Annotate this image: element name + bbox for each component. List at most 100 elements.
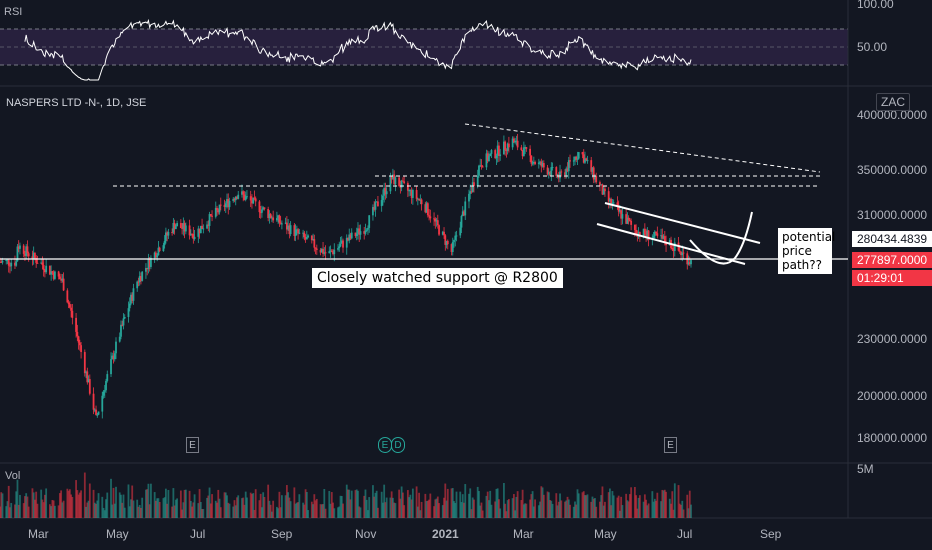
candle-body (191, 233, 193, 235)
candle-body (162, 245, 165, 252)
candle-body (643, 228, 646, 235)
earnings-marker[interactable]: E (378, 437, 392, 453)
volume-bar (372, 485, 374, 518)
volume-bar (673, 483, 676, 518)
candle-body (455, 235, 458, 237)
candle-body (294, 229, 297, 236)
time-axis[interactable]: Mar May Jul Sep Nov 2021 Mar May Jul Sep (28, 527, 782, 541)
volume-bar (602, 505, 605, 518)
candle-body (434, 218, 437, 222)
volume-bar (549, 500, 551, 518)
volume-bar (619, 510, 621, 518)
candle-body (241, 191, 243, 195)
candle-body (504, 141, 507, 150)
candle-body (75, 317, 77, 332)
volume-bar (572, 506, 575, 518)
candle-body (181, 228, 184, 230)
volume-bar (268, 500, 271, 518)
volume-bar (434, 499, 437, 518)
volume-bar (530, 494, 533, 518)
rsi-title[interactable]: RSI (4, 6, 23, 18)
candle-body (147, 259, 150, 270)
volume-bar (451, 488, 454, 518)
candle-body (285, 222, 288, 230)
volume-bar (435, 498, 438, 518)
candle-body (468, 193, 470, 202)
volume-bar (470, 509, 473, 518)
candle-body (556, 174, 559, 176)
volume-bar (302, 502, 304, 518)
earnings-marker[interactable]: E (664, 437, 677, 453)
candle-body (122, 318, 125, 326)
volume-bar (101, 496, 104, 518)
volume-bar (516, 491, 519, 518)
candle-body (261, 209, 263, 213)
volume-title[interactable]: Vol (5, 470, 21, 482)
candle-body (179, 223, 182, 229)
candle-body (564, 172, 566, 175)
candle-body (389, 176, 392, 192)
candle-body (128, 303, 131, 309)
volume-bar (609, 488, 611, 518)
candle-body (32, 252, 35, 260)
volume-bar (520, 500, 523, 518)
volume-bar (485, 495, 488, 518)
candle-body (541, 163, 544, 167)
candle-body (672, 248, 675, 251)
candle-body (446, 240, 449, 245)
annotation-line: price (782, 244, 812, 258)
volume-bar (138, 505, 141, 518)
candle-body (275, 218, 278, 221)
volume-bar (488, 500, 490, 518)
candle-body (625, 214, 628, 224)
candle-body (594, 176, 596, 180)
volume-bar (214, 500, 217, 518)
current-price-tag: 277897.0000 (852, 252, 932, 268)
volume-bar (17, 504, 20, 518)
volume-bar (455, 491, 458, 518)
candle-body (76, 331, 79, 337)
volume-bar (305, 492, 308, 518)
candle-body (297, 229, 300, 234)
volume-bar (96, 500, 99, 518)
time-axis-label: Sep (760, 527, 782, 541)
candle-body (183, 223, 186, 232)
volume-bar (211, 494, 213, 518)
candle-body (555, 167, 558, 176)
candle-body (617, 205, 620, 212)
earnings-marker[interactable]: E (186, 437, 199, 453)
volume-bar (419, 510, 422, 518)
volume-bar (289, 501, 292, 518)
currency-badge[interactable]: ZAC (876, 93, 910, 111)
candle-body (174, 226, 177, 230)
candle-body (70, 307, 72, 311)
candle-body (454, 235, 457, 240)
candle-body (498, 145, 500, 156)
volume-bar (385, 497, 388, 518)
price-path-annotation[interactable]: potential price path?? (778, 228, 835, 274)
volume-bar (176, 498, 179, 518)
volume-bar (373, 496, 376, 518)
candle-body (494, 150, 497, 159)
candle-body (127, 308, 130, 317)
volume-bar (374, 492, 377, 518)
support-annotation[interactable]: Closely watched support @ R2800 (312, 268, 563, 288)
candle-body (303, 232, 306, 238)
candle-body (411, 189, 414, 198)
volume-bar (647, 503, 650, 518)
volume-bar (197, 503, 200, 518)
volume-bar (233, 500, 236, 518)
volume-bar (559, 493, 561, 518)
candle-body (575, 156, 578, 160)
candle-body (391, 174, 394, 180)
candle-body (652, 236, 655, 239)
volume-bar (147, 483, 150, 518)
candle-body (616, 202, 619, 206)
price-axis[interactable]: 400000.0000 350000.0000 310000.0000 2300… (857, 0, 927, 476)
symbol-title[interactable]: NASPERS LTD -N-, 1D, JSE (6, 97, 147, 109)
volume-bar (541, 487, 544, 518)
volume-bar (566, 496, 569, 518)
dividend-marker[interactable]: D (391, 437, 405, 453)
volume-bar (438, 503, 440, 518)
